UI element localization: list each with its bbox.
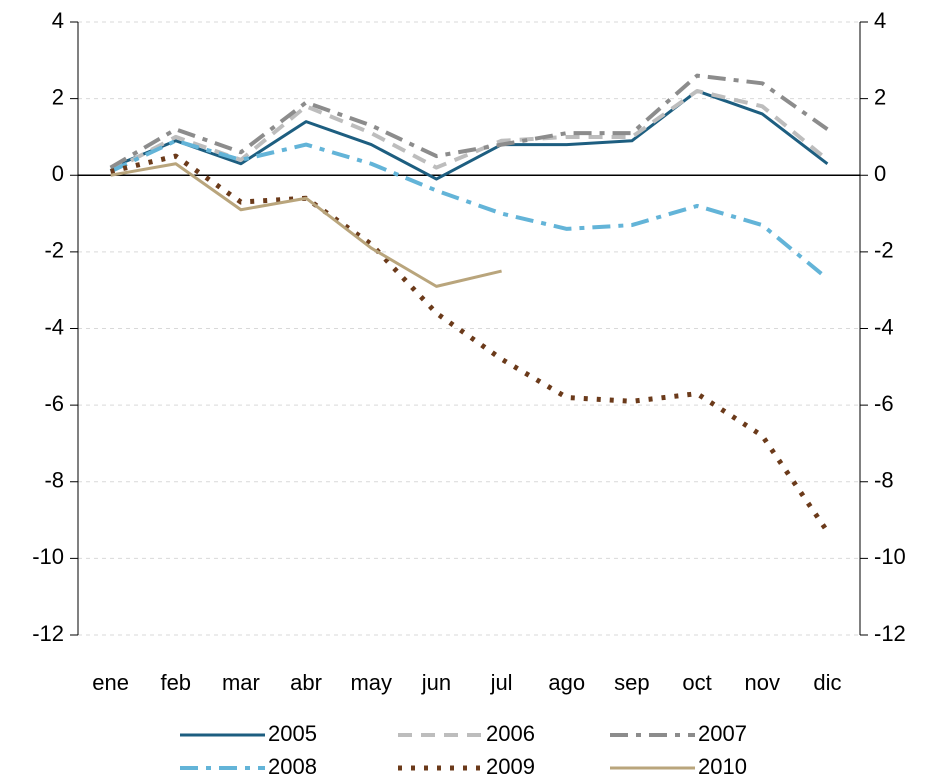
- y-tick-label: -6: [44, 391, 64, 416]
- y2-tick-label: 0: [874, 161, 886, 186]
- legend-label: 2009: [486, 754, 535, 779]
- y-tick-label: -8: [44, 468, 64, 493]
- y2-tick-label: 2: [874, 84, 886, 109]
- x-tick-label: jul: [490, 670, 513, 695]
- series-line: [109, 138, 829, 281]
- y2-tick-label: 4: [874, 8, 886, 33]
- legend-label: 2008: [268, 754, 317, 779]
- x-tick-label: sep: [614, 670, 649, 695]
- y-tick-label: -2: [44, 238, 64, 263]
- series-line: [109, 73, 829, 170]
- y-tick-label: 4: [52, 8, 64, 33]
- y-tick-label: 2: [52, 84, 64, 109]
- legend-label: 2005: [268, 721, 317, 746]
- x-tick-label: mar: [222, 670, 260, 695]
- y2-tick-label: -10: [874, 544, 906, 569]
- y2-tick-label: -8: [874, 468, 894, 493]
- series-line: [110, 162, 502, 288]
- y2-tick-label: -12: [874, 621, 906, 646]
- y-tick-label: -10: [32, 544, 64, 569]
- x-tick-label: feb: [160, 670, 191, 695]
- x-tick-label: nov: [745, 670, 780, 695]
- series-line: [109, 88, 829, 174]
- x-tick-label: may: [350, 670, 392, 695]
- x-tick-label: oct: [682, 670, 711, 695]
- x-tick-label: ene: [92, 670, 129, 695]
- legend-label: 2006: [486, 721, 535, 746]
- y2-tick-label: -4: [874, 314, 894, 339]
- legend-label: 2010: [698, 754, 747, 779]
- series-line: [110, 89, 829, 181]
- x-tick-label: dic: [813, 670, 841, 695]
- legend-label: 2007: [698, 721, 747, 746]
- x-tick-label: jun: [421, 670, 451, 695]
- y-tick-label: -4: [44, 314, 64, 339]
- y-tick-label: 0: [52, 161, 64, 186]
- y2-tick-label: -2: [874, 238, 894, 263]
- x-tick-label: abr: [290, 670, 322, 695]
- series-line: [110, 153, 830, 533]
- x-tick-label: ago: [548, 670, 585, 695]
- y2-tick-label: -6: [874, 391, 894, 416]
- y-tick-label: -12: [32, 621, 64, 646]
